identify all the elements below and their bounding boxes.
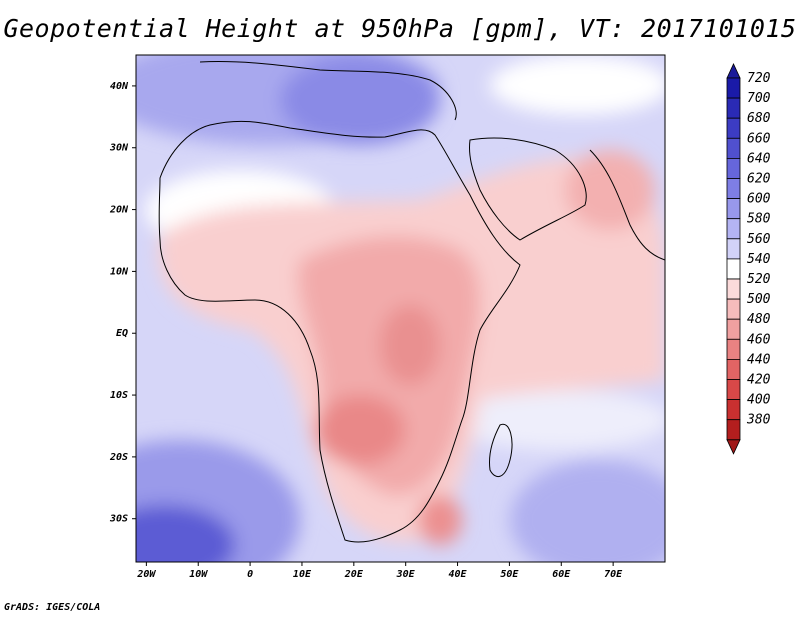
mediterranean-high-core [280,55,440,145]
lat-tick-label: EQ [116,328,128,339]
colorbar-swatch [726,298,741,320]
lat-tick-label: 40N [110,81,129,92]
colorbar-swatch [726,338,741,360]
colorbar-swatch [726,318,741,340]
longitude-axis: 20W 10W 0 10E 20E 30E 40E 50E 60E 70E [136,562,623,580]
south-indian-ocean-transition [450,390,665,450]
southwest-high-core [136,505,235,562]
lon-tick-label: 50E [500,569,519,580]
colorbar-swatch [726,117,741,139]
colorbar-swatch [726,278,741,300]
africa-coastline [158,120,521,543]
coastlines [158,61,665,543]
height-field [136,55,665,562]
southeast-high-zone [510,460,665,562]
colorbar-level-label: 500 [747,292,771,307]
lon-tick-label: 30E [396,569,416,580]
colorbar-swatch [726,97,741,119]
colorbar-level-label: 680 [747,111,771,126]
colorbar-swatch [726,218,741,240]
colorbar-swatch [726,358,741,380]
colorbar-level-label: 520 [747,272,771,287]
map-frame [135,54,666,563]
grads-credit: GrADS: IGES/COLA [4,602,101,613]
southeast-coast-low [418,495,462,545]
colorbar-level-label: 560 [747,232,771,247]
lat-tick-label: 30N [109,143,129,154]
lon-tick-label: 40E [449,569,468,580]
colorbar-top-cap [726,63,741,79]
arabian-sea-low [565,150,655,230]
colorbar-swatch [726,198,741,220]
colorbar-swatch [726,77,741,99]
colorbar-level-label: 600 [747,192,771,207]
europe-coastline [199,61,457,121]
colorbar-level-label: 720 [747,71,771,86]
colorbar-level-label: 660 [747,131,771,146]
southern-africa-low-core [315,395,405,465]
colorbar-level-label: 580 [747,212,771,227]
india-coastline [589,149,665,261]
lon-tick-label: 60E [552,569,571,580]
colorbar-swatch [726,258,741,280]
arabian-peninsula-coastline [469,137,587,241]
colorbar-swatch [726,399,741,421]
lat-tick-label: 30S [109,514,128,525]
colorbar-level-label: 440 [747,352,771,367]
lon-tick-label: 20W [136,569,156,580]
colorbar-swatch [726,137,741,159]
colorbar: 720 700 680 660 640 620 600 580 560 540 520 500 480 4… [726,63,771,455]
lat-tick-label: 20S [109,452,128,463]
colorbar-level-label: 460 [747,332,771,347]
colorbar-bottom-cap [726,439,741,455]
colorbar-level-label: 700 [747,91,771,106]
lon-tick-label: 0 [247,569,253,580]
colorbar-swatch [726,238,741,260]
east-africa-low [380,305,440,385]
colorbar-level-label: 640 [747,151,771,166]
colorbar-swatch [726,379,741,401]
lon-tick-label: 20E [344,569,364,580]
lat-tick-label: 10S [110,390,128,401]
latitude-axis: 40N 30N 20N 10N EQ 10S 20S 30S [109,81,136,525]
madagascar-coastline [489,423,513,478]
colorbar-level-label: 620 [747,172,771,187]
colorbar-level-label: 420 [747,373,771,388]
colorbar-level-label: 400 [747,393,771,408]
lon-tick-label: 10W [189,569,208,580]
colorbar-level-label: 380 [746,413,771,428]
colorbar-swatch [726,178,741,200]
map-title: Geopotential Height at 950hPa [gpm], VT:… [3,14,797,43]
colorbar-level-label: 540 [747,252,771,267]
northeast-transition-zone [490,55,665,115]
lon-tick-label: 70E [604,569,623,580]
colorbar-swatch [726,157,741,179]
lat-tick-label: 10N [110,266,129,277]
lat-tick-label: 20N [109,205,129,216]
lon-tick-label: 10E [293,569,312,580]
colorbar-level-label: 480 [747,312,771,327]
colorbar-swatch [726,419,741,441]
